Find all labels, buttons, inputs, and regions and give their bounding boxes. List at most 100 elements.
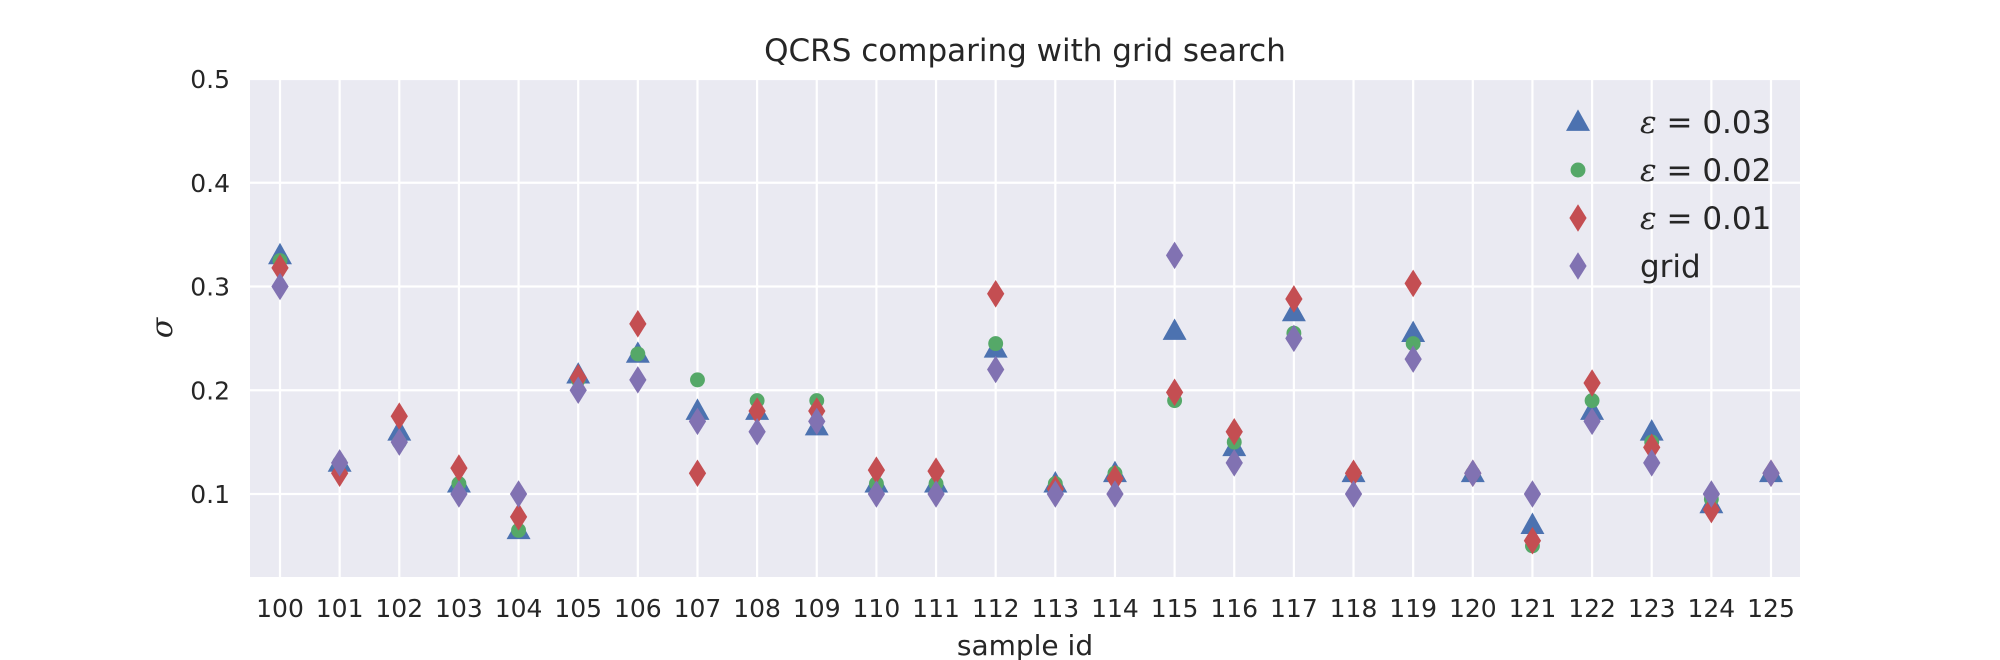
legend: ε = 0.03 ε = 0.02 ε = 0.01 grid xyxy=(1566,105,1771,285)
x-tick-label: 102 xyxy=(375,594,423,623)
data-point-s2-114 xyxy=(1106,464,1124,493)
x-tick-label: 101 xyxy=(316,594,364,623)
data-point-s3-107 xyxy=(688,407,707,436)
legend-marker-1 xyxy=(1570,162,1586,178)
x-tick-label: 111 xyxy=(912,594,960,623)
data-point-s0-123 xyxy=(1639,419,1664,441)
legend-entry-label: grid xyxy=(1640,249,1701,285)
y-tick-label: 0.3 xyxy=(190,273,230,302)
data-point-s3-103 xyxy=(450,480,468,508)
data-point-s2-118 xyxy=(1344,459,1363,488)
data-point-s1-106 xyxy=(630,346,646,362)
y-tick-label: 0.1 xyxy=(190,480,230,509)
data-point-s2-111 xyxy=(927,457,945,485)
y-tick-label: 0.5 xyxy=(190,65,230,94)
x-tick-label: 100 xyxy=(256,594,304,623)
y-axis-label: σ xyxy=(145,316,180,338)
data-point-s2-115 xyxy=(1165,378,1184,407)
data-point-s3-105 xyxy=(569,376,587,405)
data-point-s3-121 xyxy=(1523,480,1542,508)
data-points xyxy=(268,241,1783,555)
data-point-s3-104 xyxy=(509,480,528,508)
data-point-s3-108 xyxy=(748,417,766,446)
data-point-s0-119 xyxy=(1401,320,1426,343)
data-point-s2-102 xyxy=(390,402,408,430)
data-point-s2-116 xyxy=(1225,417,1243,446)
x-tick-label: 125 xyxy=(1747,594,1795,623)
data-point-s2-106 xyxy=(629,310,647,338)
y-tick-labels: 0.1 0.2 0.3 0.4 0.5 xyxy=(190,65,230,509)
data-point-s0-115 xyxy=(1162,318,1187,340)
data-point-s1-119 xyxy=(1405,336,1421,352)
y-tick-label: 0.2 xyxy=(190,376,230,405)
data-point-s2-119 xyxy=(1404,269,1422,298)
data-point-s1-107 xyxy=(690,372,705,388)
data-point-s3-118 xyxy=(1344,480,1363,508)
data-point-s2-100 xyxy=(271,254,289,282)
legend-marker-2 xyxy=(1569,204,1587,232)
data-point-s2-107 xyxy=(688,459,707,488)
data-point-s3-102 xyxy=(390,428,408,456)
legend-marker-3 xyxy=(1569,252,1587,280)
x-axis-label: sample id xyxy=(957,629,1093,660)
x-tick-label: 113 xyxy=(1031,594,1079,623)
x-tick-label: 120 xyxy=(1449,594,1497,623)
data-point-s3-122 xyxy=(1583,407,1601,436)
x-tick-label: 121 xyxy=(1509,594,1557,623)
data-point-s1-122 xyxy=(1584,393,1600,409)
x-tick-label: 107 xyxy=(674,594,722,623)
data-point-s3-109 xyxy=(808,407,826,436)
y-tick-label: 0.4 xyxy=(190,169,230,198)
data-point-s3-116 xyxy=(1225,449,1243,477)
data-point-s3-106 xyxy=(629,366,647,394)
data-point-s3-119 xyxy=(1404,345,1422,373)
data-point-s3-101 xyxy=(331,449,349,477)
data-point-s0-121 xyxy=(1520,512,1545,534)
plot-area xyxy=(250,79,1800,577)
x-tick-label: 116 xyxy=(1210,594,1258,623)
data-point-s2-112 xyxy=(987,279,1005,308)
data-point-s2-104 xyxy=(509,503,528,531)
data-point-s2-117 xyxy=(1285,285,1303,313)
x-tick-label: 117 xyxy=(1270,594,1318,623)
data-point-s3-125 xyxy=(1762,459,1780,488)
data-point-s2-122 xyxy=(1583,369,1601,397)
legend-marker-0 xyxy=(1566,109,1590,131)
x-tick-labels: 100 101 102 103 104 105 106 107 108 109 110 111 112 1… xyxy=(256,594,1795,623)
x-tick-label: 108 xyxy=(733,594,781,623)
x-tick-label: 112 xyxy=(972,594,1020,623)
data-point-s3-110 xyxy=(867,480,886,508)
data-point-s3-112 xyxy=(987,355,1005,384)
data-point-s3-100 xyxy=(271,272,289,301)
data-point-s2-124 xyxy=(1702,495,1720,524)
data-point-s1-112 xyxy=(988,336,1004,352)
x-tick-label: 114 xyxy=(1091,594,1139,623)
x-tick-label: 122 xyxy=(1568,594,1616,623)
data-point-s3-123 xyxy=(1643,449,1661,477)
x-tick-label: 123 xyxy=(1628,594,1676,623)
data-point-s2-121 xyxy=(1523,526,1542,555)
data-point-s2-103 xyxy=(450,454,468,482)
data-point-s2-123 xyxy=(1643,433,1661,462)
data-point-s3-113 xyxy=(1046,480,1064,508)
legend-entry-label: ε = 0.01 xyxy=(1640,201,1771,237)
data-point-s3-111 xyxy=(927,480,945,508)
data-point-s3-114 xyxy=(1106,480,1124,508)
data-point-s3-124 xyxy=(1702,480,1720,508)
x-tick-label: 118 xyxy=(1330,594,1378,623)
data-point-s2-110 xyxy=(867,456,886,484)
data-point-s3-115 xyxy=(1165,241,1184,270)
legend-entry-label: ε = 0.03 xyxy=(1640,105,1771,141)
x-tick-label: 124 xyxy=(1688,594,1736,623)
legend-entry-label: ε = 0.02 xyxy=(1640,153,1771,189)
chart-title: QCRS comparing with grid search xyxy=(764,33,1286,69)
x-tick-label: 106 xyxy=(614,594,662,623)
x-tick-label: 103 xyxy=(435,594,483,623)
x-tick-label: 104 xyxy=(495,594,543,623)
x-tick-label: 110 xyxy=(853,594,901,623)
data-point-s3-120 xyxy=(1464,459,1482,488)
x-tick-label: 119 xyxy=(1389,594,1437,623)
x-tick-label: 105 xyxy=(554,594,602,623)
data-point-s3-117 xyxy=(1285,324,1303,353)
